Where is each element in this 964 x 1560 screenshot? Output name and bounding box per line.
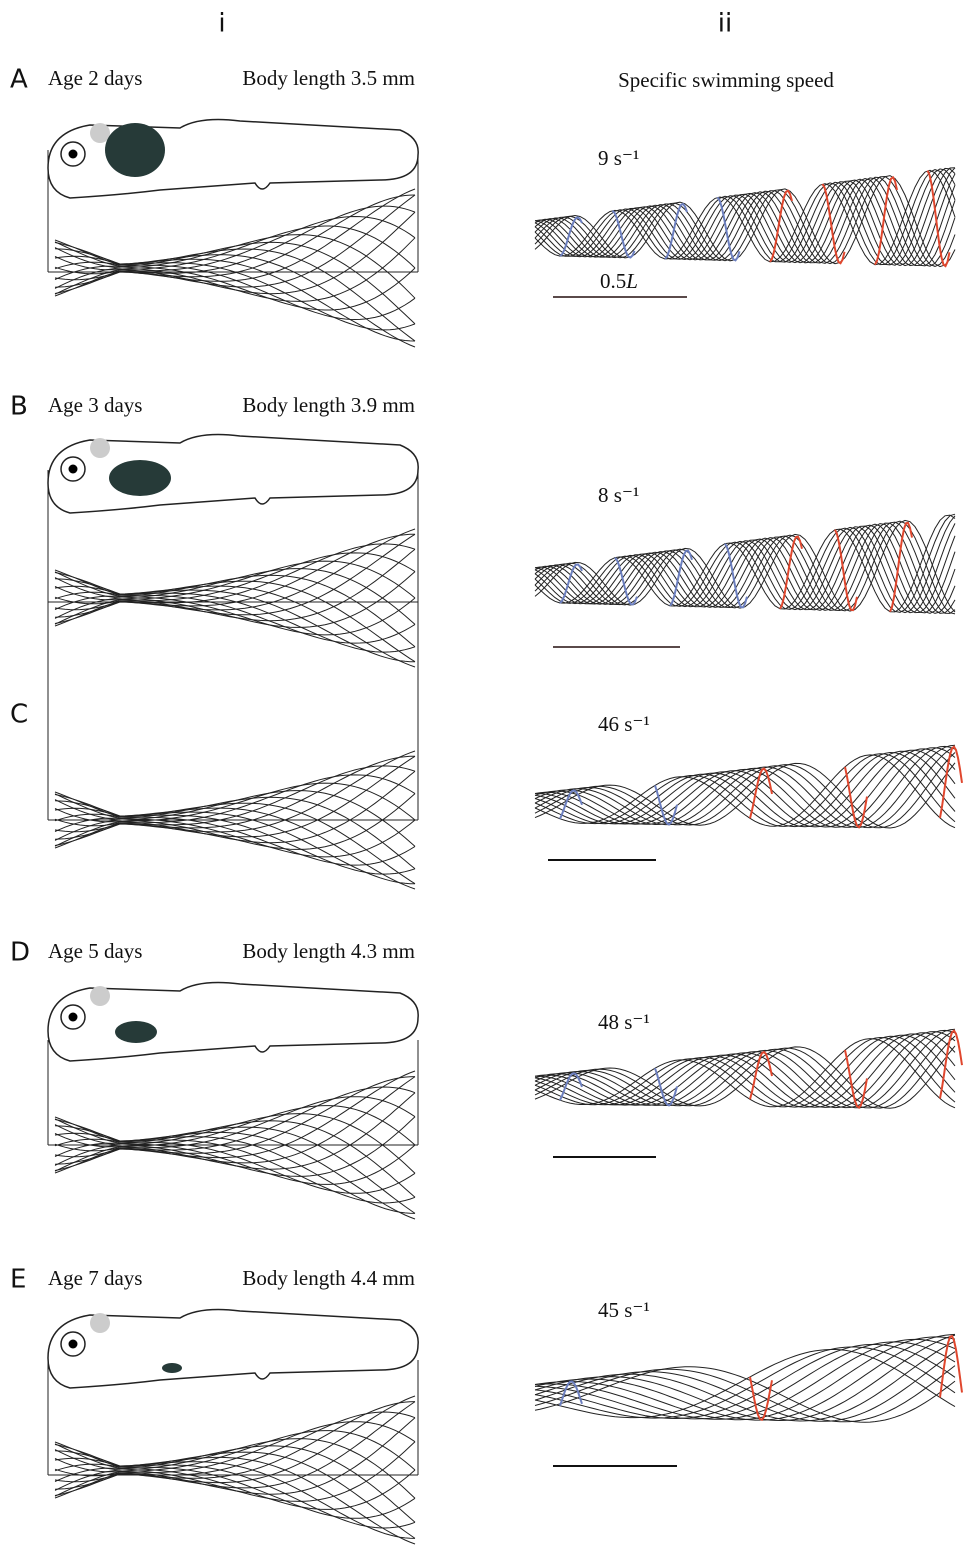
midline-trace [55,1117,415,1193]
contour [750,1377,772,1420]
column-header: Specific swimming speed [618,68,834,92]
swim-trace [535,1366,955,1422]
midline-trace [55,1087,415,1171]
body-length-label: Body length 4.4 mm [242,1266,415,1290]
midline-trace [55,217,415,297]
yolk [162,1363,182,1373]
otic-vesicle [90,1313,110,1333]
scale-bar-label: 0.5L [600,269,638,293]
pupil [69,150,78,159]
midline-trace [55,1457,415,1544]
panel-label: E [10,1265,26,1295]
column-label: ii [718,9,732,39]
yolk [105,123,165,177]
otic-vesicle [90,123,110,143]
otic-vesicle [90,986,110,1006]
scale-bar-unit: L [625,269,638,293]
body-length-label: Body length 3.9 mm [242,393,415,417]
pupil [69,1340,78,1349]
midline-trace [55,1396,415,1483]
speed-label: 9 s⁻¹ [598,146,639,170]
pupil [69,1013,78,1022]
yolk [115,1021,157,1043]
speed-label: 45 s⁻¹ [598,1298,650,1322]
panel-label: A [10,65,28,95]
midline-trace [55,189,415,281]
yolk [109,460,171,496]
age-label: Age 5 days [48,939,142,963]
body-length-label: Body length 4.3 mm [242,939,415,963]
column-label: i [218,9,225,39]
swim-trace [535,1342,955,1419]
midline-trace [55,1442,415,1518]
midline-trace [55,1097,415,1173]
pupil [69,465,78,474]
body-length-label: Body length 3.5 mm [242,66,415,90]
midline-trace [55,1412,415,1496]
midline-trace [55,255,415,347]
panel-label: C [10,700,28,730]
speed-label: 8 s⁻¹ [598,483,639,507]
midline-trace [55,529,415,610]
midline-trace [55,1445,415,1529]
speed-label: 48 s⁻¹ [598,1010,650,1034]
midline-trace [55,1120,415,1204]
midline-trace [55,240,415,320]
scale-bar-number: 0.5 [600,269,626,293]
panel-label: D [10,938,30,968]
age-label: Age 3 days [48,393,142,417]
contour [940,1336,962,1397]
speed-label: 46 s⁻¹ [598,712,650,736]
midline-trace [55,586,415,667]
swim-trace [535,1352,955,1422]
age-label: Age 2 days [48,66,142,90]
figure: i ii Specific swimming speed A Age 2 days… [0,0,964,1560]
panel-label: B [10,392,28,422]
midline-trace [55,1422,415,1498]
age-label: Age 7 days [48,1266,142,1290]
otic-vesicle [90,438,110,458]
